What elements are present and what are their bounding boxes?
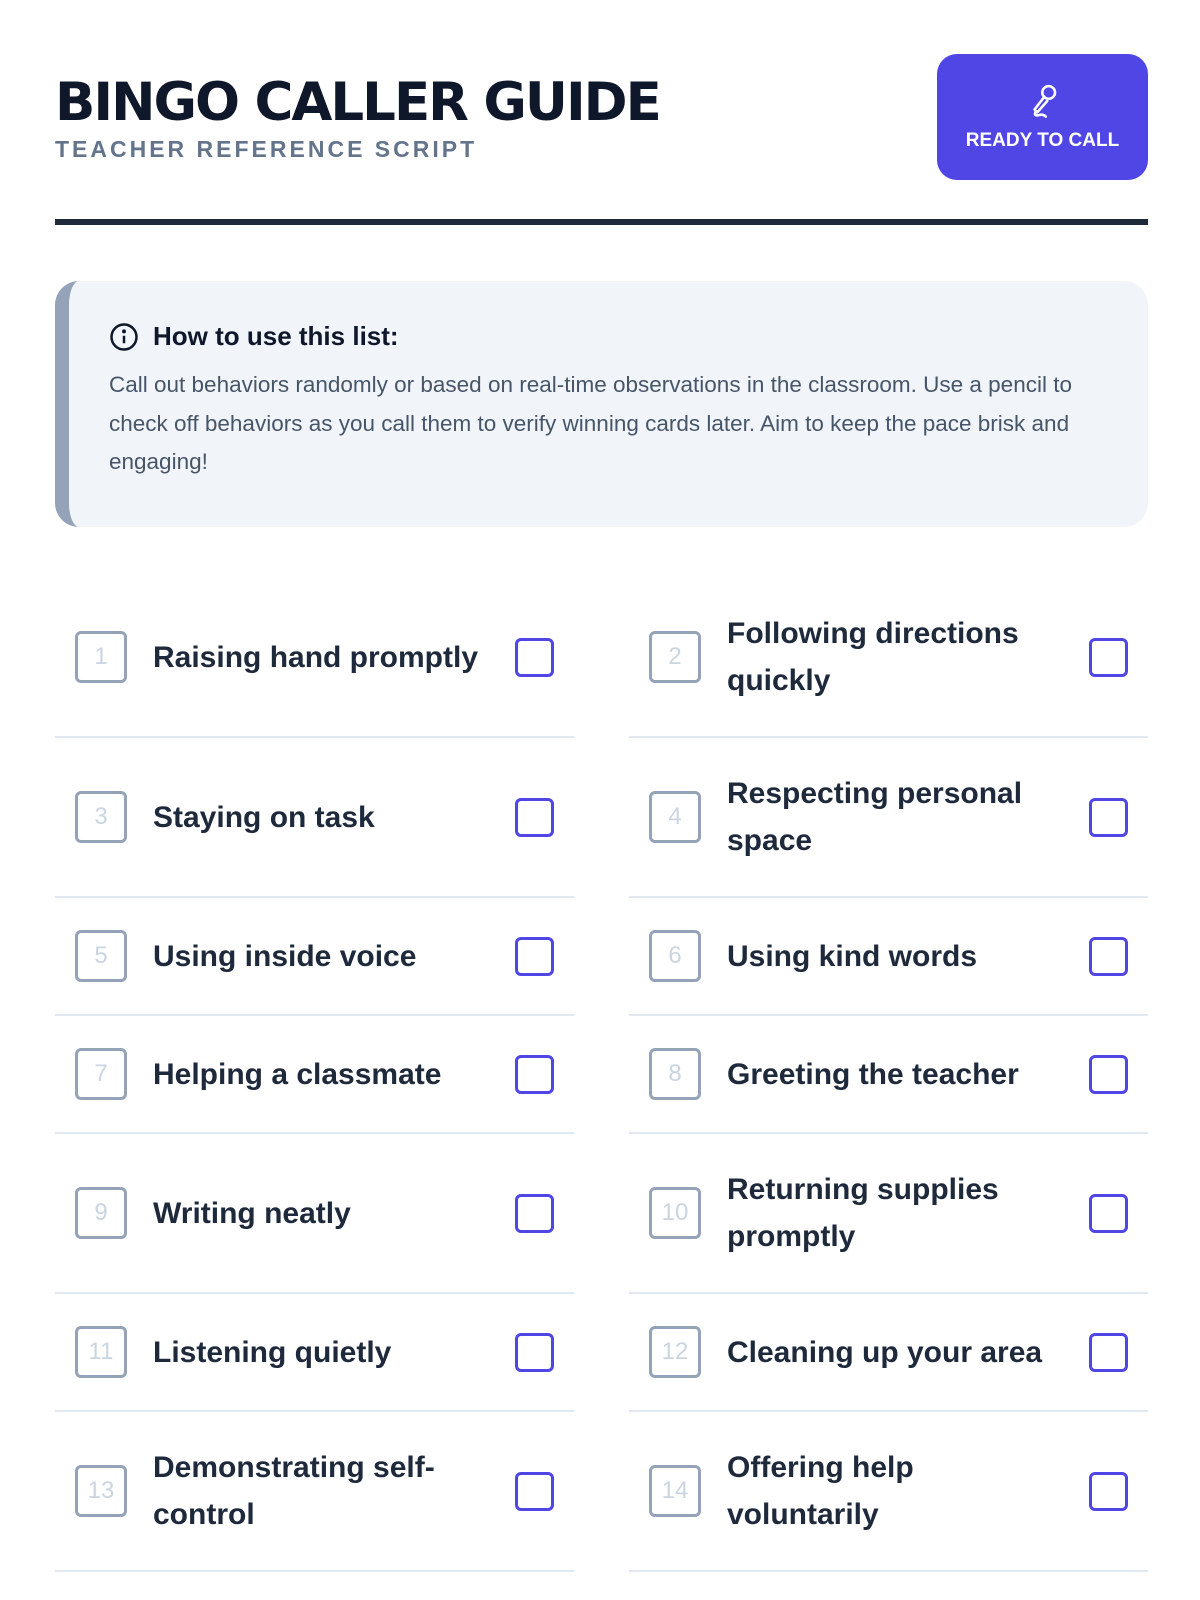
behavior-item: 8 Greeting the teacher [629,1016,1148,1134]
item-number: 14 [649,1465,701,1517]
item-label: Respecting personal space [727,777,1023,857]
behavior-item: 14 Offering help voluntarily [629,1412,1148,1572]
ready-to-call-button[interactable]: READY TO CALL [937,54,1148,180]
item-label: Cleaning up your area [727,1335,1043,1369]
item-checkbox[interactable] [515,936,554,976]
ready-to-call-label: READY TO CALL [965,130,1120,151]
item-label: Raising hand promptly [153,640,479,674]
behavior-item: 4 Respecting personal space [629,738,1148,898]
instructions-box: How to use this list: Call out behaviors… [55,281,1148,527]
item-checkbox[interactable] [1089,1332,1128,1372]
item-checkbox[interactable] [515,637,554,677]
item-checkbox[interactable] [1089,1054,1128,1094]
item-number: 4 [649,791,701,843]
item-label: Offering help voluntarily [727,1451,914,1531]
item-checkbox[interactable] [1089,797,1128,837]
item-label: Greeting the teacher [727,1057,1019,1091]
behavior-item: 11 Listening quietly [55,1294,574,1412]
item-label: Following directions quickly [727,617,1019,697]
item-checkbox[interactable] [1089,1471,1128,1511]
behavior-item: 2 Following directions quickly [629,578,1148,738]
page-title: BINGO CALLER GUIDE [55,72,662,133]
behavior-list: 1 Raising hand promptly 2 Following directi… [55,578,1148,1572]
item-label: Returning supplies promptly [727,1173,999,1253]
item-checkbox[interactable] [515,1193,554,1233]
item-checkbox[interactable] [515,1054,554,1094]
instructions-heading: How to use this list: [109,321,1108,352]
behavior-item: 7 Helping a classmate [55,1016,574,1134]
item-number: 1 [75,631,127,683]
behavior-item: 6 Using kind words [629,898,1148,1016]
item-label: Using kind words [727,939,978,973]
item-label: Demonstrating self-control [153,1451,435,1531]
microphone-icon [1032,84,1056,118]
item-number: 8 [649,1048,701,1100]
item-checkbox[interactable] [515,1471,554,1511]
item-number: 11 [75,1326,127,1378]
item-label: Listening quietly [153,1335,392,1369]
header-divider [55,219,1148,225]
item-number: 9 [75,1187,127,1239]
item-checkbox[interactable] [1089,1193,1128,1233]
behavior-item: 13 Demonstrating self-control [55,1412,574,1572]
item-checkbox[interactable] [1089,637,1128,677]
instructions-title: How to use this list: [153,321,399,351]
item-checkbox[interactable] [515,1332,554,1372]
instructions-body: Call out behaviors randomly or based on … [109,372,1072,474]
behavior-item: 1 Raising hand promptly [55,578,574,738]
item-number: 5 [75,930,127,982]
behavior-item: 3 Staying on task [55,738,574,898]
page-subtitle: TEACHER REFERENCE SCRIPT [55,136,478,162]
behavior-item: 10 Returning supplies promptly [629,1134,1148,1294]
item-label: Writing neatly [153,1196,351,1230]
item-number: 13 [75,1465,127,1517]
item-label: Using inside voice [153,939,417,973]
item-checkbox[interactable] [1089,936,1128,976]
item-number: 12 [649,1326,701,1378]
item-label: Staying on task [153,800,375,834]
info-icon [110,322,138,351]
item-number: 7 [75,1048,127,1100]
item-number: 3 [75,791,127,843]
behavior-item: 9 Writing neatly [55,1134,574,1294]
behavior-item: 12 Cleaning up your area [629,1294,1148,1412]
header: BINGO CALLER GUIDE TEACHER REFERENCE SCR… [55,54,1148,180]
item-checkbox[interactable] [515,797,554,837]
behavior-item: 5 Using inside voice [55,898,574,1016]
item-number: 6 [649,930,701,982]
item-number: 2 [649,631,701,683]
item-number: 10 [649,1187,701,1239]
item-label: Helping a classmate [153,1057,442,1091]
